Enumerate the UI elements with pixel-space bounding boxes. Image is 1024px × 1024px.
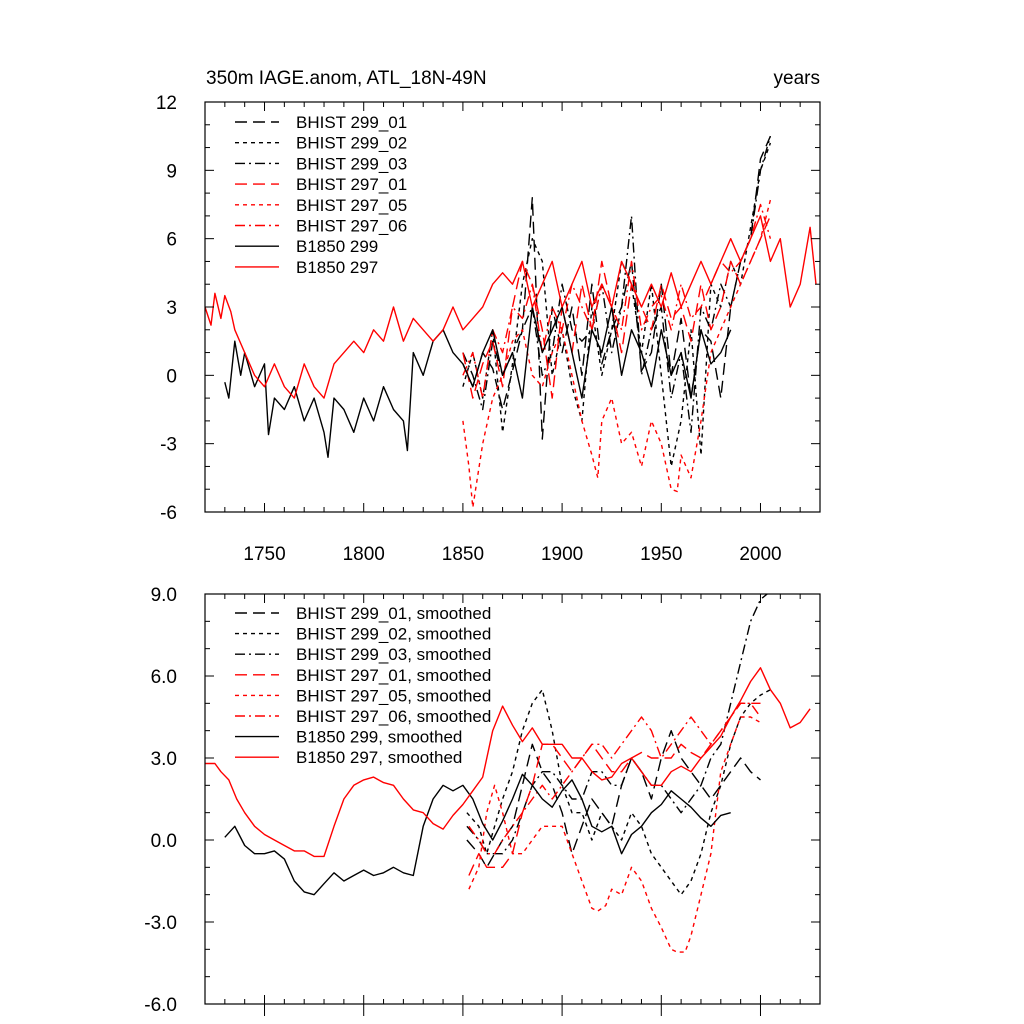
top-plot-area [205, 135, 817, 509]
y-tick-label: 12 [156, 93, 177, 114]
y-tick-label: 3 [166, 298, 177, 319]
x-tick-label: 1850 [442, 544, 484, 565]
legend-label: B1850 297 [296, 258, 378, 277]
y-tick-label: 0 [166, 366, 177, 387]
y-tick-label: -6 [160, 503, 177, 524]
y-tick-label: 3.0 [151, 749, 177, 770]
x-tick-label: 2000 [739, 544, 781, 565]
bottom-axes: -6.0 -3.0 0.0 3.0 6.0 9.0 [144, 585, 821, 1016]
series-line-b1850-297-smoothed [205, 667, 811, 858]
y-tick-label: -3 [160, 435, 177, 456]
legend-label: BHIST 297_06 [296, 217, 407, 236]
series-line-bhist-299-03-smoothed [466, 594, 769, 855]
bottom-panel: -6.0 -3.0 0.0 3.0 6.0 9.0 BHIST 299_01, smoot… [144, 585, 821, 1016]
series-line-bhist-297-01-smoothed [468, 702, 761, 876]
top-series-group [205, 135, 817, 509]
top-chart-units: years [774, 68, 820, 89]
plot-frame [204, 593, 821, 1005]
bottom-legend: BHIST 299_01, smoothed BHIST 299_02, smoo… [235, 604, 491, 767]
x-tick-label: 1800 [343, 544, 385, 565]
legend-label: BHIST 297_05, smoothed [296, 686, 491, 705]
y-tick-label: 6 [166, 230, 177, 251]
y-tick-label: 9.0 [151, 585, 177, 606]
top-axes: -6 -3 0 3 6 9 12 1750 1800 1850 1900 1950 2000 [156, 93, 821, 565]
legend-label: BHIST 299_03 [296, 154, 407, 173]
y-tick-label: 0.0 [151, 831, 177, 852]
series-line-b1850-299-smoothed [224, 773, 731, 896]
y-tick-label: 9 [166, 161, 177, 182]
legend-label: BHIST 297_01 [296, 175, 407, 194]
series-line-bhist-299-02 [462, 142, 772, 468]
series-line-bhist-299-01 [462, 135, 772, 440]
legend-label: BHIST 297_01, smoothed [296, 666, 491, 685]
legend-label: BHIST 299_01 [296, 113, 407, 132]
series-line-bhist-297-05 [462, 199, 772, 509]
x-tick-label: 1900 [541, 544, 583, 565]
top-chart-title: 350m IAGE.anom, ATL_18N-49N [206, 68, 487, 89]
legend-label: BHIST 299_03, smoothed [296, 645, 491, 664]
series-line-bhist-297-06 [462, 203, 772, 399]
series-line-bhist-299-01-smoothed [466, 730, 761, 868]
series-line-bhist-297-05-smoothed [468, 716, 761, 953]
legend-label: B1850 299 [296, 237, 378, 256]
series-line-bhist-297-06-smoothed [468, 702, 762, 855]
legend-label: BHIST 297_05 [296, 196, 407, 215]
series-line-bhist-299-02-smoothed [466, 689, 771, 896]
legend-label: B1850 299, smoothed [296, 728, 462, 747]
legend-label: BHIST 297_06, smoothed [296, 707, 491, 726]
y-tick-label: 6.0 [151, 667, 177, 688]
bottom-series-group [205, 594, 811, 953]
legend-label: B1850 297, smoothed [296, 748, 462, 767]
top-panel: 350m IAGE.anom, ATL_18N-49N years -6 -3 0 3… [156, 68, 821, 565]
legend-label: BHIST 299_02 [296, 134, 407, 153]
legend-label: BHIST 299_01, smoothed [296, 604, 491, 623]
series-line-bhist-297-01 [462, 215, 772, 399]
y-tick-label: -3.0 [144, 913, 177, 934]
series-line-b1850-299 [224, 306, 732, 458]
legend-label: BHIST 299_02, smoothed [296, 625, 491, 644]
series-line-b1850-297 [205, 215, 817, 399]
x-tick-label: 1950 [640, 544, 682, 565]
x-tick-label: 1750 [243, 544, 285, 565]
y-tick-label: -6.0 [144, 995, 177, 1016]
